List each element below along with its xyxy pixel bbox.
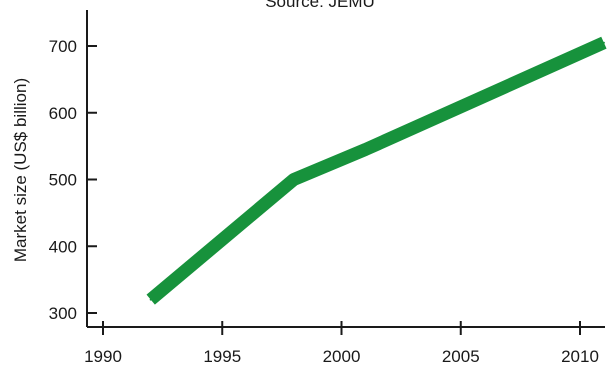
x-axis-ticks: 1990 1995 2000 2005 2010	[84, 321, 599, 366]
x-tick-label: 1990	[84, 347, 122, 366]
series-line	[146, 36, 607, 305]
series-layer	[146, 36, 607, 305]
data-point	[364, 148, 367, 151]
y-tick-label: 700	[49, 37, 77, 56]
x-tick-label: 2000	[323, 347, 361, 366]
data-point	[602, 41, 605, 44]
y-tick-label: 600	[49, 104, 77, 123]
y-axis-title: Market size (US$ billion)	[11, 78, 30, 262]
y-tick-label: 400	[49, 237, 77, 256]
x-tick-label: 2010	[561, 347, 599, 366]
y-tick-label: 300	[49, 304, 77, 323]
y-axis-ticks: 300 400 500 600 700	[49, 37, 97, 323]
x-tick-label: 1995	[203, 347, 241, 366]
x-tick-label: 2005	[442, 347, 480, 366]
data-point	[292, 178, 295, 181]
chart-source: Source: JEMU	[265, 0, 375, 11]
y-tick-label: 500	[49, 171, 77, 190]
data-point	[149, 298, 152, 301]
